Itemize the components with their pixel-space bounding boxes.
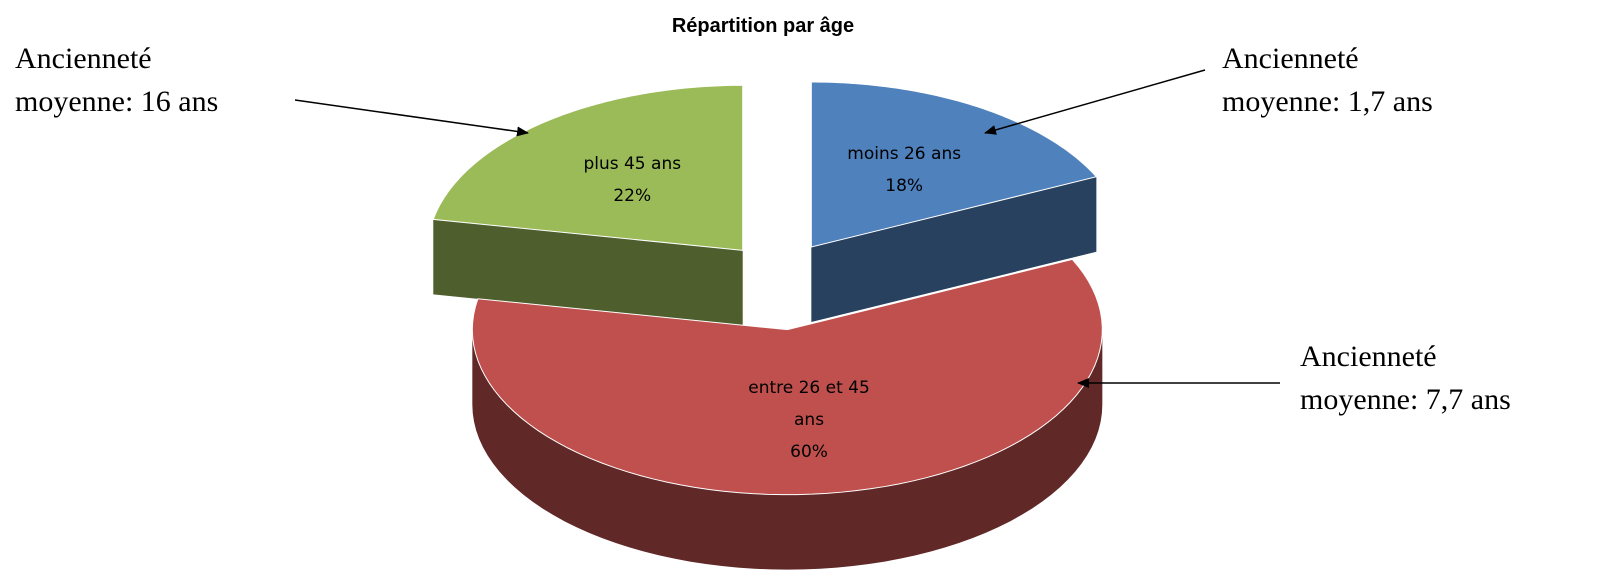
- annotation: Ancienneté: [1222, 42, 1359, 75]
- slice-label: moins 26 ans 18%: [829, 138, 979, 202]
- arrow: [294, 99, 529, 137]
- pie: [432, 81, 1103, 570]
- value-label: 22%: [613, 186, 652, 207]
- annotation: Ancienneté: [15, 42, 152, 75]
- value-label: 60%: [790, 441, 828, 462]
- value-label: 18%: [885, 176, 924, 197]
- annotation: moyenne: 7,7 ans: [1300, 383, 1511, 416]
- category-label: plus 45 ans: [583, 154, 682, 175]
- slice: [810, 81, 1098, 248]
- slice-label: plus 45 ans 22%: [557, 148, 707, 212]
- slice: [432, 84, 744, 251]
- arrow: [984, 69, 1206, 135]
- category-label: moins 26 ans: [847, 144, 962, 165]
- annotation: Ancienneté: [1300, 340, 1437, 373]
- slice-side: [472, 329, 1103, 570]
- slice: [471, 258, 1103, 496]
- chart-title: Répartition par âge: [672, 15, 854, 37]
- slice-label: entre 26 et 45 ans 60%: [734, 372, 884, 468]
- slice-cut-face: [811, 176, 1097, 323]
- annotation: moyenne: 1,7 ans: [1222, 85, 1433, 118]
- category-label: entre 26 et 45 ans: [748, 377, 870, 430]
- slice-cut-face: [433, 219, 743, 326]
- annotation: moyenne: 16 ans: [15, 85, 218, 118]
